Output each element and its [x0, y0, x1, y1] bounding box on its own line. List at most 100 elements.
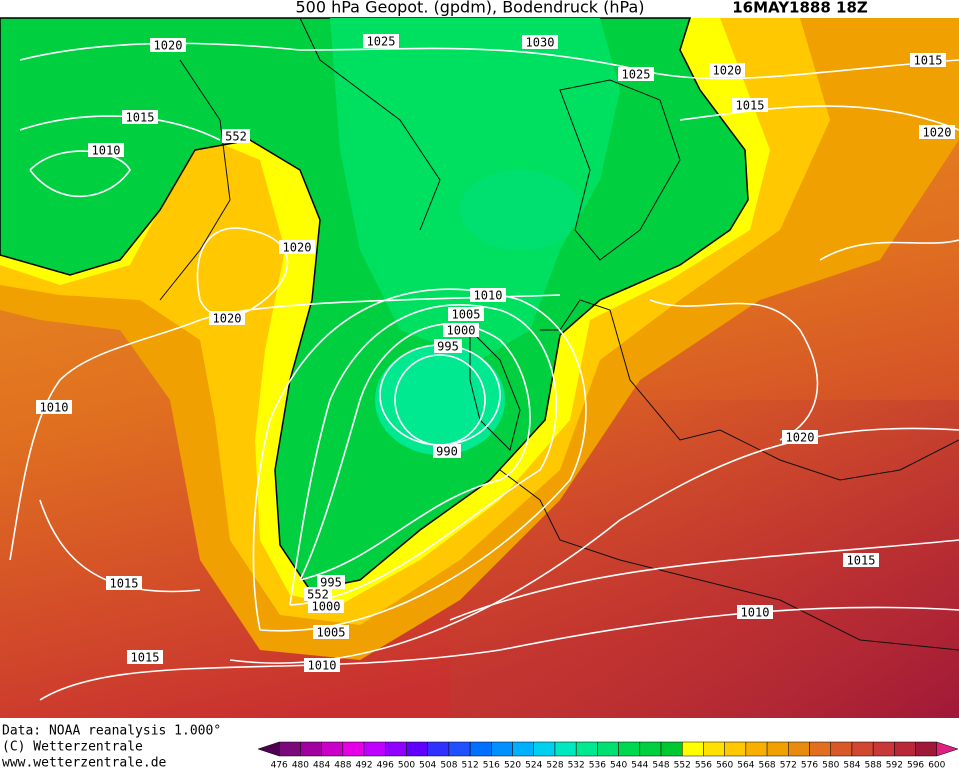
isobar-label: 1020 [154, 39, 183, 53]
isobar-label-box [732, 98, 768, 112]
isobar [39, 499, 959, 701]
isobar-label: 1000 [312, 600, 341, 614]
colorbar-swatch [321, 741, 344, 757]
colorbar-label: 500 [398, 761, 415, 770]
isobar-label-box [433, 444, 461, 458]
isobar-label: 1015 [131, 651, 160, 665]
colorbar-label: 492 [355, 761, 372, 770]
colorbar-swatch [872, 741, 895, 757]
isobar-label: 552 [307, 588, 329, 602]
colorbar-label: 596 [907, 761, 924, 770]
isobar-label: 1020 [713, 64, 742, 78]
colorbar-swatch [448, 741, 471, 757]
isobar-label: 1010 [40, 401, 69, 415]
isobar-label-box [843, 553, 879, 567]
isobar-label-box [122, 110, 158, 124]
isobar-label-box [304, 658, 340, 672]
isobar-label: 1010 [741, 606, 770, 620]
isobar [299, 323, 531, 581]
colorbar-label: 484 [313, 761, 330, 770]
isobar-label-box [308, 599, 344, 613]
isobar-label: 1025 [622, 68, 651, 82]
colorbar-swatch [575, 741, 598, 757]
isobar-label: 1015 [736, 99, 765, 113]
colorbar-swatch [851, 741, 874, 757]
isobar-label-box [106, 576, 142, 590]
colorbar-swatch [681, 741, 704, 757]
coastline [159, 17, 959, 651]
colorbar-swatch [300, 741, 322, 757]
isobar-label-box [709, 63, 745, 77]
isobar-label-box [88, 143, 124, 157]
colorbar-label: 520 [504, 761, 521, 770]
colorbar-swatch [469, 741, 492, 757]
colorbar-swatch [427, 741, 450, 757]
colorbar-swatch [342, 741, 365, 757]
isobar-label: 1010 [308, 659, 337, 673]
colorbar-label: 552 [674, 761, 691, 770]
isobar-label-box [222, 129, 250, 143]
colorbar-label: 508 [440, 761, 457, 770]
isobar-label: 1025 [367, 35, 396, 49]
isobar-label-box [448, 307, 484, 321]
colorbar-swatch [745, 741, 768, 757]
colorbar-swatch [512, 741, 535, 757]
isobar-label-box [737, 605, 773, 619]
low-core [375, 345, 505, 455]
website: www.wetterzentrale.de [2, 756, 167, 770]
isobar-label: 1010 [474, 289, 503, 303]
isobar-label-box [434, 339, 462, 353]
colorbar-swatch [491, 741, 513, 757]
isobar-label: 1005 [452, 308, 481, 322]
colorbar-swatch [385, 741, 407, 757]
colorbar-label: 480 [292, 761, 309, 770]
colorbar-label: 528 [546, 761, 563, 770]
data-source: Data: NOAA reanalysis 1.000° [2, 724, 221, 739]
isobar [649, 239, 959, 441]
map: 1020 1025 1030 1025 1020 1015 1015 1020 1015 1010… [0, 17, 959, 718]
colorbar-label: 532 [568, 761, 585, 770]
colorbar-label: 556 [695, 761, 712, 770]
isobar-label-box [150, 38, 186, 52]
colorbar-label: 580 [822, 761, 839, 770]
colorbar-label: 536 [589, 761, 606, 770]
colorbar-swatch [257, 741, 280, 757]
colorbar-label: 544 [631, 761, 648, 770]
isobar [252, 288, 587, 632]
isobar-label: 1005 [317, 626, 346, 640]
colorbar-swatch [639, 741, 662, 757]
map-date: 16MAY1888 18Z [732, 0, 868, 17]
colorbar-label: 504 [419, 761, 436, 770]
colorbar-swatch [724, 741, 747, 757]
isobar-label-box [618, 67, 654, 81]
colorbar-swatch [809, 741, 831, 757]
isobar-label: 995 [437, 340, 459, 354]
colorbar-swatch [894, 741, 916, 757]
colorbar-label: 476 [271, 761, 288, 770]
colorbar-swatch [660, 741, 683, 757]
colorbar-swatch [936, 741, 959, 757]
isobar-label-box [363, 34, 399, 48]
isobar-label: 1030 [526, 36, 555, 50]
colorbar-label: 540 [610, 761, 627, 770]
colorbar-label: 592 [886, 761, 903, 770]
colorbar-swatch [788, 741, 810, 757]
isobar [289, 304, 558, 606]
colorbar-swatch [915, 741, 938, 757]
isobar-label-box [919, 125, 955, 139]
isobar [19, 42, 959, 318]
isobar-label-box [209, 311, 245, 325]
colorbar-swatch [618, 741, 641, 757]
colorbar-swatch [703, 741, 725, 757]
isobar-label-box [317, 575, 345, 589]
isobar-label-box [782, 430, 818, 444]
colorbar-label: 548 [652, 761, 669, 770]
colorbar-swatch [766, 741, 789, 757]
isobar-label-box [36, 400, 72, 414]
isobar-label: 1000 [447, 324, 476, 338]
isobar-label: 1020 [213, 312, 242, 326]
colorbar-swatch [406, 741, 428, 757]
isobar-label-box [127, 650, 163, 664]
colorbar-swatch [278, 741, 301, 757]
